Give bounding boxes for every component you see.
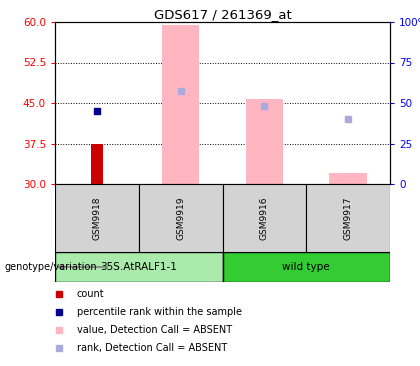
FancyBboxPatch shape	[55, 184, 139, 252]
Text: GSM9917: GSM9917	[344, 196, 353, 240]
Text: GSM9918: GSM9918	[92, 196, 101, 240]
FancyBboxPatch shape	[139, 184, 223, 252]
Text: rank, Detection Call = ABSENT: rank, Detection Call = ABSENT	[77, 343, 227, 353]
Text: count: count	[77, 289, 105, 299]
FancyBboxPatch shape	[223, 252, 390, 282]
Bar	[91, 143, 103, 184]
FancyBboxPatch shape	[55, 252, 223, 282]
Bar	[246, 99, 283, 184]
Text: GSM9916: GSM9916	[260, 196, 269, 240]
Text: genotype/variation: genotype/variation	[4, 262, 97, 272]
Text: GSM9919: GSM9919	[176, 196, 185, 240]
Title: GDS617 / 261369_at: GDS617 / 261369_at	[154, 8, 291, 21]
FancyBboxPatch shape	[306, 184, 390, 252]
Bar	[329, 173, 367, 184]
FancyBboxPatch shape	[223, 184, 306, 252]
Text: wild type: wild type	[282, 262, 330, 272]
Bar	[162, 25, 200, 184]
Text: percentile rank within the sample: percentile rank within the sample	[77, 307, 242, 317]
Text: value, Detection Call = ABSENT: value, Detection Call = ABSENT	[77, 325, 232, 335]
Text: 35S.AtRALF1-1: 35S.AtRALF1-1	[100, 262, 177, 272]
